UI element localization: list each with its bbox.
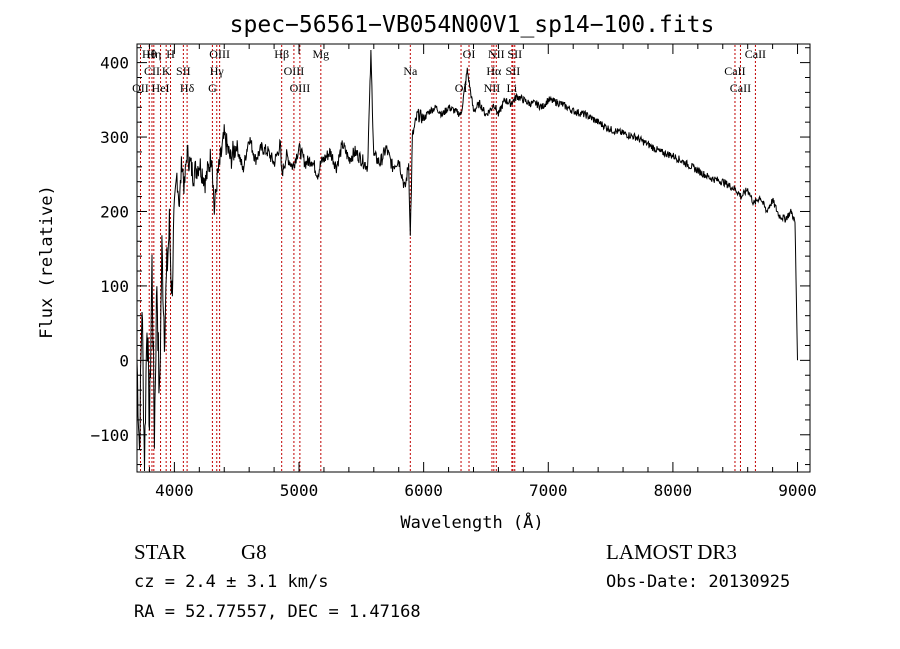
y-tick-label: 0	[119, 351, 129, 370]
spectral-line-labels: HθCIIOIIHηKHeIHSIIHδOIIIHγGHβOIIIOIIIMgN…	[132, 47, 766, 95]
y-tick-label: 400	[100, 54, 129, 73]
line-label-2: OII	[132, 81, 149, 95]
line-label-5: HeI	[152, 81, 170, 95]
line-label-10: Hγ	[210, 64, 225, 78]
line-label-27: CaII	[745, 47, 766, 61]
line-label-20: NII	[484, 81, 501, 95]
line-label-8: Hδ	[180, 81, 195, 95]
x-tick-label: 5000	[280, 481, 319, 500]
line-label-23: Li	[507, 81, 518, 95]
y-axis-label: Flux (relative)	[37, 185, 57, 339]
y-tick-label: 200	[100, 202, 129, 221]
line-label-22: SII	[506, 64, 521, 78]
line-label-19: Hα	[486, 64, 502, 78]
line-label-0: Hθ	[142, 47, 157, 61]
line-label-24: SII	[507, 47, 522, 61]
x-tick-label: 8000	[654, 481, 693, 500]
spectrum-series-line	[136, 49, 798, 472]
y-axis-ticks: −100 0 100 200 300 400	[90, 47, 810, 466]
line-label-14: OIII	[290, 81, 311, 95]
line-label-9: OIII	[209, 47, 230, 61]
line-label-26: CaII	[730, 81, 751, 95]
line-label-21: NII	[488, 47, 505, 61]
observation-date: Obs-Date: 20130925	[606, 572, 791, 592]
survey-name: LAMOST DR3	[606, 540, 737, 564]
object-class: STAR	[134, 540, 186, 564]
line-label-18: OI	[463, 47, 476, 61]
x-axis-ticks: 4000 5000 6000 7000 8000 9000	[148, 44, 817, 500]
x-tick-label: 4000	[155, 481, 194, 500]
line-label-6: H	[166, 47, 175, 61]
line-label-1: CII	[144, 64, 160, 78]
line-label-15: Mg	[312, 47, 329, 61]
line-label-11: G	[208, 81, 217, 95]
spectral-line-markers	[139, 45, 756, 471]
y-tick-label: 100	[100, 277, 129, 296]
y-tick-label: 300	[100, 128, 129, 147]
x-tick-label: 6000	[404, 481, 443, 500]
coordinates-info: RA = 52.77557, DEC = 1.47168	[134, 602, 421, 622]
x-tick-label: 7000	[529, 481, 568, 500]
line-label-4: K	[162, 64, 171, 78]
line-label-7: SII	[176, 64, 191, 78]
line-label-13: OIII	[284, 64, 305, 78]
line-label-3: Hη	[146, 47, 161, 61]
redshift-info: cz = 2.4 ± 3.1 km/s	[134, 572, 329, 592]
y-tick-label: −100	[90, 426, 129, 445]
chart-title: spec−56561−VB054N00V1_sp14−100.fits	[230, 12, 715, 38]
line-label-16: Na	[403, 64, 418, 78]
x-tick-label: 9000	[778, 481, 817, 500]
line-label-25: CaII	[724, 64, 745, 78]
x-axis-label: Wavelength (Å)	[400, 511, 543, 533]
line-label-12: Hβ	[274, 47, 289, 61]
object-subclass: G8	[241, 540, 267, 564]
